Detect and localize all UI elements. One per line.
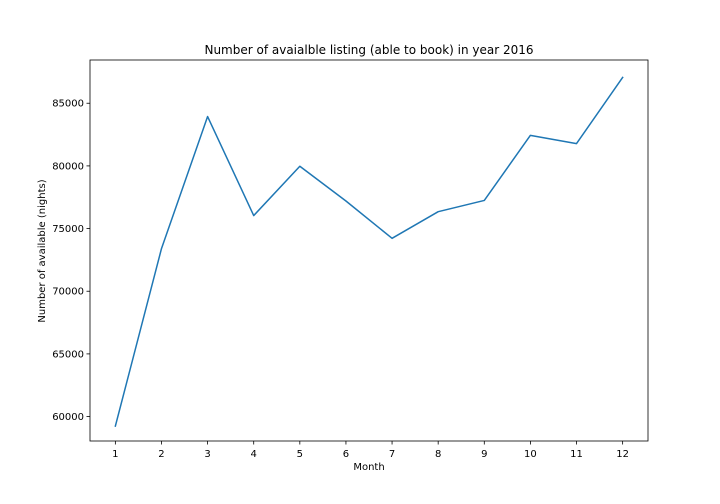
x-tick-label: 12 <box>616 449 629 460</box>
x-tick-label: 5 <box>297 449 303 460</box>
plot-frame <box>89 59 649 442</box>
x-tick-label: 2 <box>158 449 164 460</box>
chart-title: Number of avaialble listing (able to boo… <box>204 43 533 57</box>
x-axis-title: Month <box>353 462 384 473</box>
y-tick-label: 85000 <box>52 99 84 110</box>
x-tick-label: 9 <box>481 449 487 460</box>
y-tick-label: 60000 <box>52 412 84 423</box>
y-tick-label: 80000 <box>52 161 84 172</box>
x-tick-label: 4 <box>251 449 257 460</box>
y-axis: 60000 65000 70000 75000 80000 85000 <box>52 99 90 423</box>
plot-area <box>89 59 649 442</box>
y-tick-label: 65000 <box>52 349 84 360</box>
x-tick-label: 7 <box>389 449 395 460</box>
y-tick-label: 70000 <box>52 287 84 298</box>
y-tick-label: 75000 <box>52 224 84 235</box>
x-axis: 1 2 3 4 5 6 7 8 9 10 11 12 <box>112 441 629 460</box>
x-tick-label: 1 <box>112 449 118 460</box>
x-tick-label: 8 <box>435 449 441 460</box>
y-axis-title: Number of available (nights) <box>37 179 48 322</box>
series-line-0 <box>114 76 624 428</box>
x-tick-label: 11 <box>570 449 583 460</box>
x-tick-label: 3 <box>204 449 210 460</box>
x-tick-label: 6 <box>343 449 349 460</box>
x-tick-label: 10 <box>524 449 537 460</box>
